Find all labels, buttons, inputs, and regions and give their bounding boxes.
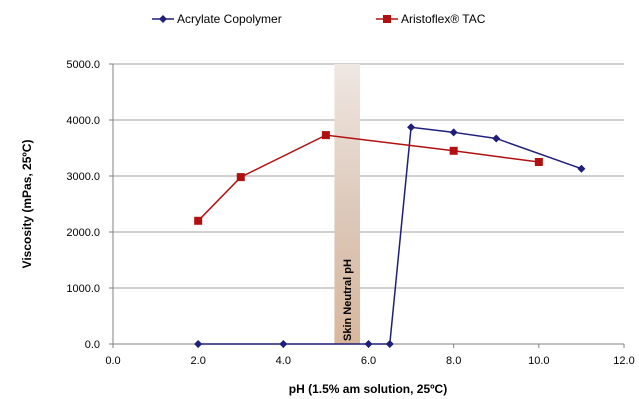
data-point bbox=[385, 340, 394, 348]
x-axis-title: pH (1.5% am solution, 25ºC) bbox=[289, 382, 447, 396]
series-line-1 bbox=[197, 134, 539, 222]
axes bbox=[109, 63, 625, 348]
y-tick-label: 0.0 bbox=[85, 339, 100, 351]
x-tick-label: 6.0 bbox=[361, 355, 376, 367]
data-point bbox=[194, 340, 203, 348]
data-point bbox=[364, 340, 373, 348]
data-point bbox=[577, 164, 586, 173]
series-0 bbox=[194, 123, 586, 348]
legend: Acrylate Copolymer Aristoflex® TAC bbox=[152, 12, 486, 26]
x-tick-label: 8.0 bbox=[446, 355, 461, 367]
x-tick-label: 4.0 bbox=[276, 355, 291, 367]
legend-item-0: Acrylate Copolymer bbox=[152, 12, 282, 26]
data-point bbox=[321, 131, 330, 140]
skin-neutral-band: Skin Neutral pH bbox=[334, 64, 360, 344]
y-axis-title: Viscosity (mPas, 25ºC) bbox=[20, 140, 34, 269]
y-tick-labels: 0.0 1000.0 2000.0 3000.0 4000.0 5000.0 bbox=[66, 59, 100, 351]
legend-marker bbox=[159, 15, 167, 23]
legend-marker bbox=[383, 15, 391, 23]
data-point bbox=[449, 128, 458, 137]
y-tick-label: 2000.0 bbox=[66, 227, 100, 239]
y-tick-label: 3000.0 bbox=[66, 171, 100, 183]
data-point bbox=[194, 216, 203, 225]
legend-item-1: Aristoflex® TAC bbox=[376, 12, 486, 26]
series-1 bbox=[194, 131, 543, 225]
skin-neutral-label: Skin Neutral pH bbox=[342, 259, 354, 341]
series-line-0 bbox=[198, 126, 582, 345]
x-tick-labels: 0.0 2.0 4.0 6.0 8.0 10.0 12.0 bbox=[105, 355, 634, 367]
x-tick-label: 12.0 bbox=[613, 355, 634, 367]
data-point bbox=[534, 158, 543, 166]
x-tick-label: 10.0 bbox=[528, 355, 549, 367]
data-point bbox=[492, 134, 501, 143]
x-tick-label: 2.0 bbox=[191, 355, 206, 367]
skin-neutral-band-rect bbox=[334, 64, 360, 344]
series-lines bbox=[194, 123, 586, 348]
gridlines bbox=[113, 63, 624, 289]
data-point bbox=[449, 146, 458, 155]
legend-label: Acrylate Copolymer bbox=[177, 12, 282, 26]
data-point bbox=[279, 340, 288, 348]
legend-label: Aristoflex® TAC bbox=[401, 12, 486, 26]
y-tick-label: 5000.0 bbox=[66, 59, 100, 71]
x-tick-label: 0.0 bbox=[105, 355, 120, 367]
data-point bbox=[407, 123, 416, 132]
y-tick-label: 1000.0 bbox=[66, 283, 100, 295]
data-point bbox=[236, 173, 245, 182]
y-tick-label: 4000.0 bbox=[66, 115, 100, 127]
